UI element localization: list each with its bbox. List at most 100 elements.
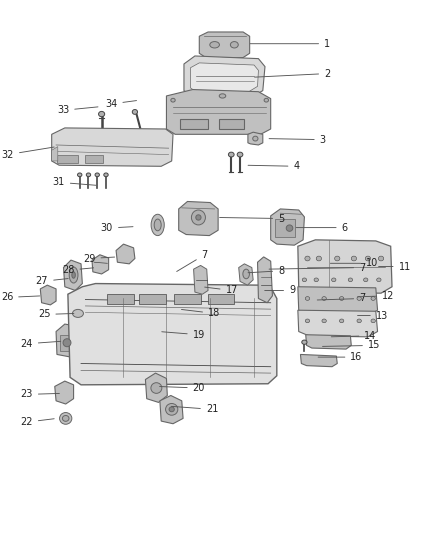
Ellipse shape bbox=[305, 296, 310, 301]
Ellipse shape bbox=[210, 42, 219, 48]
Ellipse shape bbox=[322, 319, 326, 322]
Ellipse shape bbox=[151, 383, 162, 393]
Ellipse shape bbox=[305, 256, 310, 261]
Text: 33: 33 bbox=[57, 106, 98, 115]
Ellipse shape bbox=[286, 225, 293, 231]
Polygon shape bbox=[166, 90, 271, 134]
Text: 30: 30 bbox=[101, 223, 133, 233]
Text: 2: 2 bbox=[254, 69, 330, 78]
Text: 16: 16 bbox=[318, 352, 363, 362]
Bar bbox=[85, 155, 103, 163]
Ellipse shape bbox=[371, 296, 375, 301]
Ellipse shape bbox=[305, 319, 310, 322]
Polygon shape bbox=[40, 285, 56, 305]
Ellipse shape bbox=[377, 278, 381, 281]
Text: 3: 3 bbox=[269, 135, 326, 144]
Polygon shape bbox=[239, 264, 253, 285]
Text: 6: 6 bbox=[296, 223, 348, 232]
Ellipse shape bbox=[378, 256, 384, 261]
Ellipse shape bbox=[154, 219, 161, 231]
Text: 4: 4 bbox=[248, 161, 300, 171]
Ellipse shape bbox=[63, 339, 71, 347]
Ellipse shape bbox=[72, 272, 75, 278]
Polygon shape bbox=[64, 260, 82, 290]
Bar bbox=[180, 119, 208, 129]
Ellipse shape bbox=[60, 413, 72, 424]
Ellipse shape bbox=[73, 309, 83, 318]
Text: 20: 20 bbox=[159, 383, 205, 393]
Polygon shape bbox=[56, 324, 79, 357]
Ellipse shape bbox=[348, 278, 353, 281]
Polygon shape bbox=[184, 56, 265, 97]
Ellipse shape bbox=[339, 319, 344, 322]
Polygon shape bbox=[258, 257, 272, 303]
Text: 7: 7 bbox=[177, 250, 208, 271]
Ellipse shape bbox=[69, 267, 78, 283]
Text: 34: 34 bbox=[105, 99, 137, 109]
Ellipse shape bbox=[104, 173, 108, 176]
Ellipse shape bbox=[357, 296, 361, 301]
Ellipse shape bbox=[166, 403, 178, 415]
Polygon shape bbox=[191, 63, 258, 92]
Ellipse shape bbox=[365, 256, 371, 261]
Polygon shape bbox=[248, 132, 263, 145]
Polygon shape bbox=[52, 128, 173, 166]
Bar bbox=[219, 119, 244, 129]
Ellipse shape bbox=[332, 278, 336, 281]
Text: 22: 22 bbox=[20, 417, 54, 427]
Text: 7: 7 bbox=[269, 263, 365, 272]
Polygon shape bbox=[145, 373, 167, 402]
Text: 14: 14 bbox=[331, 331, 377, 341]
Ellipse shape bbox=[229, 152, 234, 157]
Ellipse shape bbox=[191, 210, 205, 225]
Ellipse shape bbox=[371, 319, 375, 322]
Text: 31: 31 bbox=[53, 177, 96, 187]
Text: 9: 9 bbox=[265, 286, 295, 295]
Text: 23: 23 bbox=[21, 390, 60, 399]
Bar bbox=[107, 294, 134, 304]
Ellipse shape bbox=[86, 173, 91, 176]
Ellipse shape bbox=[351, 256, 357, 261]
Ellipse shape bbox=[264, 98, 268, 102]
Ellipse shape bbox=[243, 269, 250, 279]
Text: 13: 13 bbox=[357, 311, 388, 320]
Ellipse shape bbox=[357, 319, 361, 322]
Ellipse shape bbox=[314, 278, 318, 281]
Ellipse shape bbox=[230, 42, 238, 48]
Text: 29: 29 bbox=[83, 254, 115, 263]
Polygon shape bbox=[300, 354, 337, 367]
Ellipse shape bbox=[322, 296, 326, 301]
Ellipse shape bbox=[339, 296, 344, 301]
Text: 1: 1 bbox=[250, 39, 330, 49]
Ellipse shape bbox=[253, 136, 258, 141]
Ellipse shape bbox=[63, 416, 69, 421]
Text: 26: 26 bbox=[1, 293, 40, 302]
Polygon shape bbox=[68, 284, 277, 385]
Text: 18: 18 bbox=[181, 309, 220, 318]
Text: 25: 25 bbox=[38, 310, 74, 319]
Polygon shape bbox=[92, 255, 109, 274]
Ellipse shape bbox=[95, 173, 99, 176]
Ellipse shape bbox=[196, 215, 201, 220]
Bar bbox=[174, 294, 201, 304]
Ellipse shape bbox=[237, 152, 243, 157]
Bar bbox=[275, 219, 295, 237]
Polygon shape bbox=[55, 381, 74, 404]
Polygon shape bbox=[306, 335, 351, 349]
Bar bbox=[60, 335, 74, 351]
Ellipse shape bbox=[171, 98, 175, 102]
Text: 19: 19 bbox=[162, 330, 205, 340]
Bar bbox=[208, 294, 234, 304]
Ellipse shape bbox=[169, 407, 174, 411]
Ellipse shape bbox=[132, 110, 138, 115]
Polygon shape bbox=[271, 209, 304, 245]
Ellipse shape bbox=[78, 173, 82, 176]
Ellipse shape bbox=[364, 278, 368, 281]
Polygon shape bbox=[298, 287, 378, 316]
Text: 10: 10 bbox=[330, 259, 378, 268]
Ellipse shape bbox=[316, 256, 321, 261]
Ellipse shape bbox=[99, 111, 105, 117]
Text: 28: 28 bbox=[62, 265, 94, 275]
Polygon shape bbox=[160, 395, 183, 424]
Bar bbox=[57, 155, 78, 163]
